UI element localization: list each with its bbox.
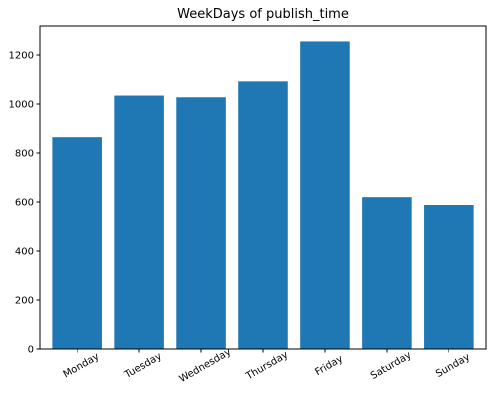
bars-group bbox=[52, 41, 473, 349]
bar-friday bbox=[300, 41, 350, 349]
y-tick-label: 600 bbox=[15, 198, 34, 209]
x-axis-ticks: Monday Tuesday Wednesday Thursday Friday Satu… bbox=[62, 347, 473, 386]
y-tick-label: 200 bbox=[15, 296, 34, 307]
bar-saturday bbox=[362, 197, 412, 349]
x-tick-label-saturday: Saturday bbox=[369, 350, 414, 382]
bar-monday bbox=[52, 137, 102, 349]
x-tick-label-sunday: Sunday bbox=[434, 352, 472, 380]
x-tick-label-monday: Monday bbox=[62, 351, 102, 380]
bar-sunday bbox=[424, 205, 474, 349]
x-tick-label-friday: Friday bbox=[313, 354, 345, 379]
bar-wednesday bbox=[176, 97, 226, 349]
x-tick-label-thursday: Thursday bbox=[243, 349, 290, 382]
x-tick-label-wednesday: Wednesday bbox=[177, 347, 233, 386]
y-tick-label: 1200 bbox=[9, 51, 34, 62]
x-tick-label-tuesday: Tuesday bbox=[122, 351, 164, 381]
bar-tuesday bbox=[114, 96, 164, 349]
bar-thursday bbox=[238, 81, 288, 349]
chart-title: WeekDays of publish_time bbox=[177, 7, 349, 22]
y-tick-label: 800 bbox=[15, 149, 34, 160]
y-tick-label: 0 bbox=[28, 345, 34, 356]
y-tick-label: 1000 bbox=[9, 100, 34, 111]
y-tick-label: 400 bbox=[15, 247, 34, 258]
y-axis-ticks: 0 200 400 600 800 1000 1200 bbox=[9, 51, 40, 356]
